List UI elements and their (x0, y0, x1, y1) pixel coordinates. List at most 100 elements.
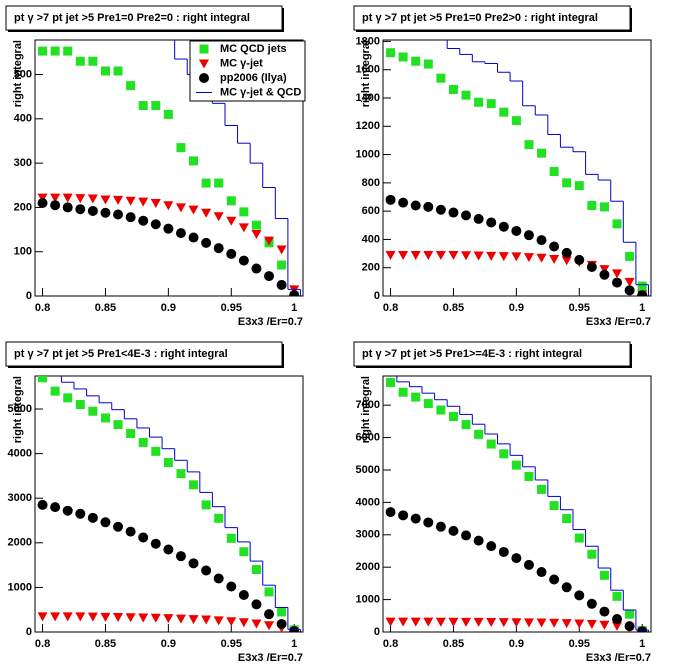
marker-circle (536, 235, 547, 246)
marker-square (239, 207, 249, 217)
marker-circle (461, 530, 472, 541)
marker-triangle (264, 236, 275, 246)
plot-marks (37, 40, 301, 296)
marker-circle (87, 205, 98, 216)
marker-circle (125, 212, 136, 223)
marker-circle (511, 225, 522, 236)
x-tick-label: 0.9 (161, 638, 176, 650)
marker-square (126, 429, 136, 439)
chart-title: pt γ >7 pt jet >5 Pre1=0 Pre2>0 : right … (362, 12, 598, 24)
marker-triangle (523, 253, 534, 263)
marker-circle (238, 255, 249, 266)
x-tick-label: 1 (639, 638, 645, 650)
marker-triangle (188, 205, 199, 215)
marker-circle (87, 512, 98, 523)
marker-triangle (624, 277, 635, 287)
x-tick-label: 1 (639, 302, 645, 314)
y-tick-label: 200 (362, 262, 380, 274)
marker-square (562, 514, 572, 524)
marker-triangle (113, 195, 124, 205)
marker-triangle (113, 613, 124, 623)
chart-title: pt γ >7 pt jet >5 Pre1=0 Pre2=0 : right … (14, 12, 250, 24)
marker-triangle (448, 617, 459, 627)
marker-circle (226, 248, 237, 259)
y-tick-label: 0 (26, 626, 32, 638)
marker-circle (175, 551, 186, 562)
marker-triangle (536, 253, 547, 263)
chart-title: pt γ >7 pt jet >5 Pre1<4E-3 : right inte… (14, 348, 228, 360)
marker-square (199, 44, 209, 54)
marker-circle (226, 581, 237, 592)
y-tick-label: 3000 (8, 492, 32, 504)
x-tick-label: 0.95 (569, 302, 590, 314)
y-tick-label: 1400 (356, 92, 380, 104)
marker-triangle (561, 619, 572, 629)
marker-square (474, 429, 484, 439)
marker-circle (62, 202, 73, 213)
title-box (5, 341, 283, 367)
marker-triangle (201, 208, 212, 218)
y-tick-label: 1600 (356, 64, 380, 76)
marker-circle (62, 505, 73, 516)
marker-circle (473, 535, 484, 546)
marker-square (398, 52, 408, 62)
marker-circle (423, 517, 434, 528)
x-tick-label: 1 (291, 302, 297, 314)
marker-circle (75, 204, 86, 215)
chart-panel: 0.8 0.85 0.9 0.95 1 0 1000 2000 3000 4000 5000righ… (5, 341, 304, 664)
marker-triangle (410, 250, 421, 260)
marker-triangle (37, 612, 48, 622)
marker-circle (138, 215, 149, 226)
chart-title: pt γ >7 pt jet >5 Pre1>=4E-3 : right int… (362, 348, 582, 360)
marker-triangle (536, 618, 547, 628)
x-tick-label: 0.85 (95, 638, 116, 650)
marker-square (423, 59, 433, 69)
marker-circle (612, 614, 623, 625)
y-tick-label: 800 (362, 177, 380, 189)
marker-circle (201, 565, 212, 576)
marker-circle (213, 243, 224, 254)
x-tick-label: 1 (291, 638, 297, 650)
x-tick-label: 0.9 (161, 302, 176, 314)
marker-square (113, 66, 123, 76)
marker-triangle (612, 621, 623, 631)
marker-square (486, 439, 496, 449)
marker-circle (423, 201, 434, 212)
marker-square (201, 178, 211, 188)
marker-square (524, 471, 534, 481)
marker-square (163, 458, 173, 468)
y-tick-label: 2000 (8, 537, 32, 549)
y-tick-label: 100 (14, 246, 32, 258)
x-tick-label: 0.8 (383, 638, 398, 650)
marker-square (151, 446, 161, 456)
x-tick-label: 0.8 (383, 302, 398, 314)
y-tick-label: 400 (14, 113, 32, 125)
marker-circle (624, 621, 635, 632)
marker-triangle (549, 618, 560, 628)
x-tick-label: 0.9 (509, 638, 524, 650)
marker-square (411, 56, 421, 66)
marker-triangle (498, 252, 509, 262)
marker-square (625, 609, 635, 619)
marker-square (499, 107, 509, 117)
y-tick-label: 1000 (356, 148, 380, 160)
marker-circle (385, 194, 396, 205)
marker-circle (238, 589, 249, 600)
marker-circle (150, 538, 161, 549)
chart-panel: 0.8 0.85 0.9 0.95 1 0 1000 2000 3000 4000 5000 6000… (353, 341, 652, 664)
marker-circle (486, 217, 497, 228)
marker-circle (163, 223, 174, 234)
marker-square (38, 376, 48, 383)
marker-triangle (398, 250, 409, 260)
marker-triangle (574, 619, 585, 629)
marker-triangle (226, 617, 237, 627)
marker-circle (251, 599, 262, 610)
plot-frame (34, 375, 304, 633)
marker-circle (599, 606, 610, 617)
marker-triangle (448, 250, 459, 260)
marker-square (189, 480, 199, 490)
marker-triangle (435, 617, 446, 627)
marker-triangle (251, 619, 262, 629)
marker-circle (37, 197, 48, 208)
